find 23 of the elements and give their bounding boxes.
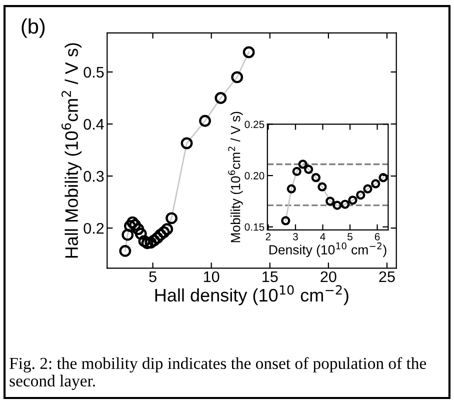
y-tick-label: 0.2 [84, 222, 104, 234]
caption: Fig. 2: the mobility dip indicates the onset of population of the second layer. [10, 357, 426, 390]
x-tick-label: 25 [379, 271, 395, 282]
x-tick-label: 5 [348, 233, 352, 240]
y-tick-label: 0.4 [84, 118, 104, 130]
x-tick-label: 20 [320, 271, 336, 282]
x-tick-label: 3 [292, 232, 298, 240]
y-tick-label: 0.20 [244, 172, 264, 180]
y-tick-label: 0.25 [244, 120, 264, 128]
x-tick-label: 4 [320, 233, 326, 240]
y-tick-label: 0.3 [84, 170, 104, 182]
x-axis-title: Hall density (10$^{10}$ cm$^{−2}$) [155, 285, 348, 306]
text: (b) [22, 18, 45, 38]
y-tick-label: 0.15 [244, 223, 264, 231]
x-tick-label: 5 [149, 271, 156, 282]
x-axis-title: Density (10$^{10}$ cm$^{−2}$) [269, 242, 386, 258]
x-tick-label: 15 [262, 271, 278, 282]
x-tick-label: 10 [204, 271, 220, 282]
y-axis-title: Hall Mobility (10$^{6}$cm$^{2}$ / V s) [62, 43, 82, 258]
x-tick-label: 2 [266, 232, 271, 240]
y-axis-title: Mobility (10$^{6}$cm$^{2}$ / V s) [228, 112, 243, 242]
y-tick-label: 0.5 [84, 66, 104, 78]
x-tick-label: 6 [374, 232, 380, 240]
